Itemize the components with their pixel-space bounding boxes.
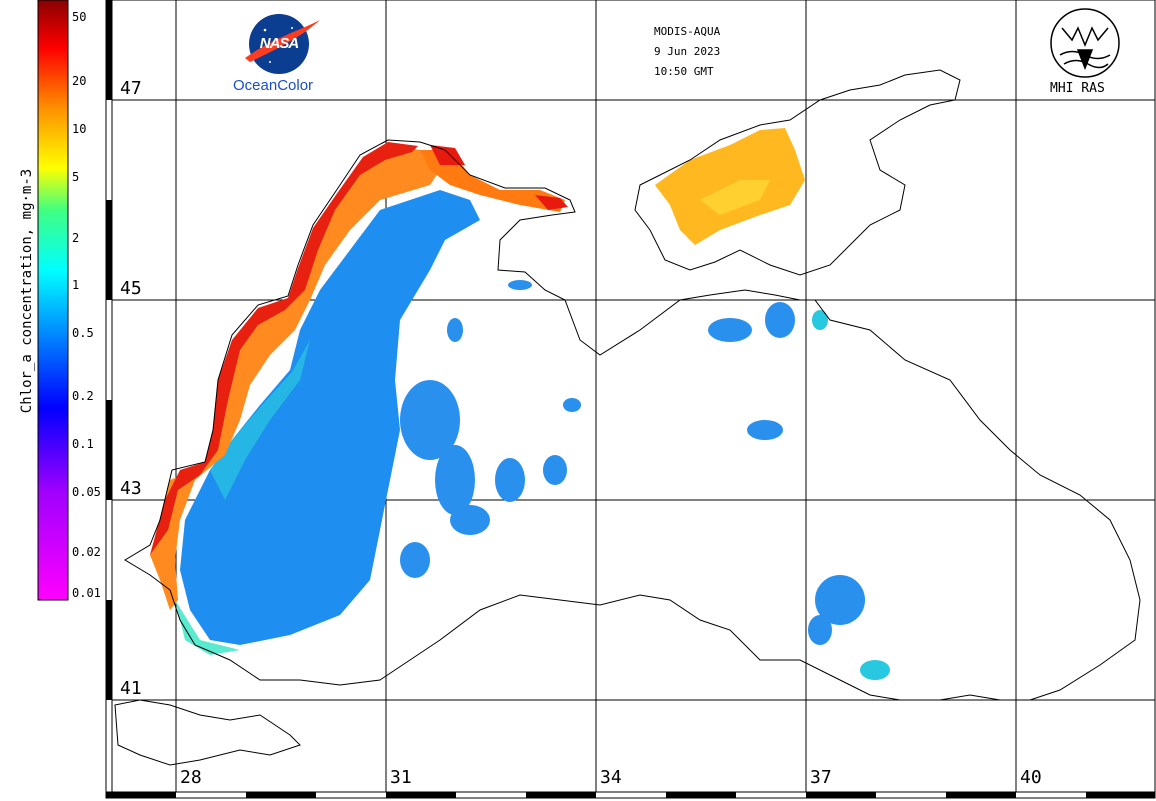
colorbar [37,0,69,601]
map-frame [105,0,1156,798]
nasa-mark-text: NASA [259,35,300,52]
colorbar-tick: 50 [72,10,87,24]
time-label: 10:50 GMT [654,65,714,78]
colorbar-tick: 0.1 [72,437,94,451]
chl-orange-dnieper [420,150,565,212]
nasa-oceancolor-label: OceanColor [233,77,314,94]
colorbar-tick: 2 [72,231,80,245]
lon-label-37: 37 [808,767,834,788]
lon-label-40: 40 [1018,767,1044,788]
mhi-ras-label: MHI RAS [1050,81,1105,96]
nasa-meatball-icon [245,14,320,74]
chl-blue-west [180,190,480,645]
left-tick-bar [105,0,113,798]
lat-label-45: 45 [118,278,144,299]
colorbar-tick: 0.05 [72,485,101,499]
lat-label-43: 43 [118,478,144,499]
lon-label-31: 31 [388,767,414,788]
colorbar-tick: 10 [72,122,87,136]
colorbar-tick: 5 [72,170,80,184]
chl-cyan-band [210,340,310,500]
date-label: 9 Jun 2023 [654,45,721,58]
lat-label-47: 47 [118,78,144,99]
colorbar-tick: 0.5 [72,326,94,340]
bottom-tick-bar [105,791,1156,799]
lon-label-34: 34 [598,767,624,788]
colorbar-tick: 0.2 [72,389,94,403]
sensor-label: MODIS-AQUA [654,25,721,38]
chlorophyll-field [150,128,890,680]
colorbar-tick: 1 [72,278,80,292]
chl-red-dnieper [430,145,465,165]
lon-label-28: 28 [178,767,204,788]
colorbar-tick: 0.02 [72,545,101,559]
colorbar-title: Chlor_a concentration, mg·m-3 [19,168,35,414]
colorbar-tick: 0.01 [72,586,101,600]
colorbar-tick: 20 [72,74,87,88]
chl-cyan-coastal [175,600,240,655]
chl-red-bug [535,195,568,210]
mhi-ras-emblem-icon [1050,8,1120,78]
lat-label-41: 41 [118,678,144,699]
coastline [114,69,1141,766]
